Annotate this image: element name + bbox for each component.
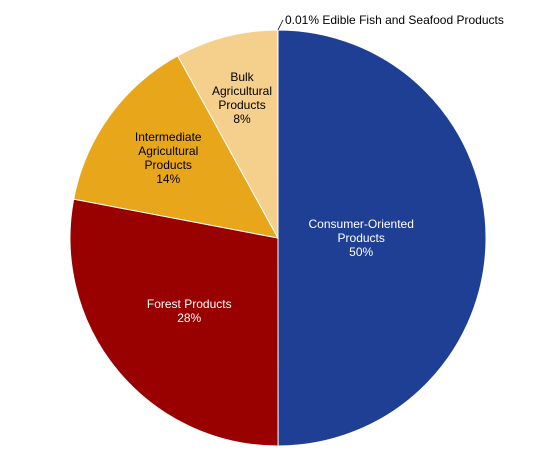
category-label: Bulk Agricultural Products	[211, 70, 273, 113]
leader-line	[277, 19, 284, 31]
category-label: Edible Fish and Seafood Products	[322, 13, 504, 27]
value-label: 8%	[233, 112, 251, 127]
slice-label: Forest Products 28%	[140, 297, 238, 325]
category-label: Consumer-Oriented Products	[308, 216, 414, 245]
value-label: 50%	[349, 244, 374, 259]
value-label: 0.01%	[285, 13, 320, 27]
category-label: Intermediate Agricultural Products	[134, 130, 202, 173]
slice-label: Intermediate Agricultural Products 14%	[126, 130, 210, 186]
value-label: 28%	[177, 311, 202, 326]
pie-slice	[73, 55, 279, 239]
value-label: 14%	[156, 172, 181, 187]
slice-label: Bulk Agricultural Products 8%	[203, 70, 281, 126]
pie-slice	[277, 29, 487, 447]
pie-slice	[69, 198, 279, 447]
slice-label: Consumer-Oriented Products 50%	[301, 217, 421, 259]
slice-label: 0.01% Edible Fish and Seafood Products	[285, 13, 504, 27]
category-label: Forest Products	[146, 297, 232, 312]
pie-slice	[177, 29, 279, 239]
